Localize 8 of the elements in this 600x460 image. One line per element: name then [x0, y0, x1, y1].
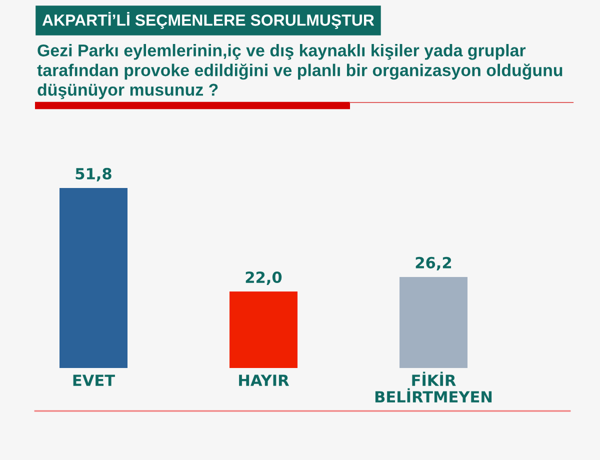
data-label: 22,0: [246, 271, 282, 285]
chart-subtitle: Gezi Parkı eylemlerinin,iç ve dış kaynaklı kişiler yada gruplar tarafından provoke edildiğini ve planlı bir organizasyon olduğunu düşünüyor musunuz ?: [37, 44, 562, 100]
data-label: 26,2: [416, 256, 452, 270]
data-label: 51,8: [76, 168, 112, 182]
chart-title: AKPARTİ’Lİ SEÇMENLERE SORULMUŞTUR: [42, 12, 374, 29]
x-tick-label: FİKİR BELİRTMEYEN: [375, 372, 492, 402]
x-tick-label: EVET: [73, 374, 115, 386]
x-tick-label: HAYIR: [239, 374, 290, 386]
